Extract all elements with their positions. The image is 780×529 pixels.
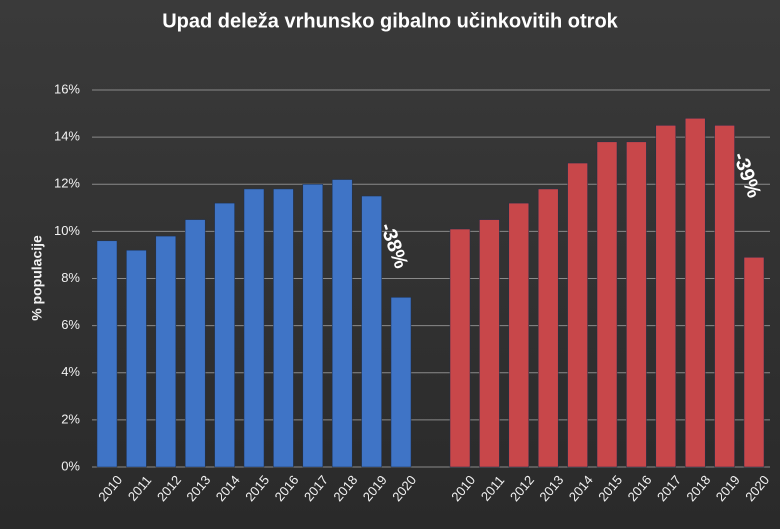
y-tick-label: 0% [61,458,80,473]
y-tick-label: 12% [54,176,80,191]
bar [655,125,677,468]
bar [537,188,559,468]
y-axis-label: % populacije [29,235,45,321]
bar [214,202,235,468]
bar [184,219,206,468]
bar [96,240,118,468]
bar [449,228,471,468]
bar [567,162,588,468]
bar [479,219,500,468]
y-tick-label: 6% [61,317,80,332]
bar [302,184,324,468]
y-tick-label: 14% [54,129,80,144]
bar [508,202,530,468]
bar [331,179,353,468]
y-tick-label: 4% [61,364,80,379]
bar [684,118,706,468]
bar [714,125,735,468]
bar [243,188,265,468]
bar [155,235,177,468]
y-tick-label: 10% [54,223,80,238]
bar [626,141,647,468]
bar [361,195,382,468]
bar [390,297,412,468]
bar [273,188,294,468]
y-tick-label: 8% [61,270,80,285]
bar [743,257,765,468]
chart-title: Upad deleža vrhunsko gibalno učinkovitih… [162,10,618,32]
y-tick-label: 16% [54,81,80,96]
y-tick-label: 2% [61,411,80,426]
bar [126,249,147,468]
bar [596,141,618,468]
